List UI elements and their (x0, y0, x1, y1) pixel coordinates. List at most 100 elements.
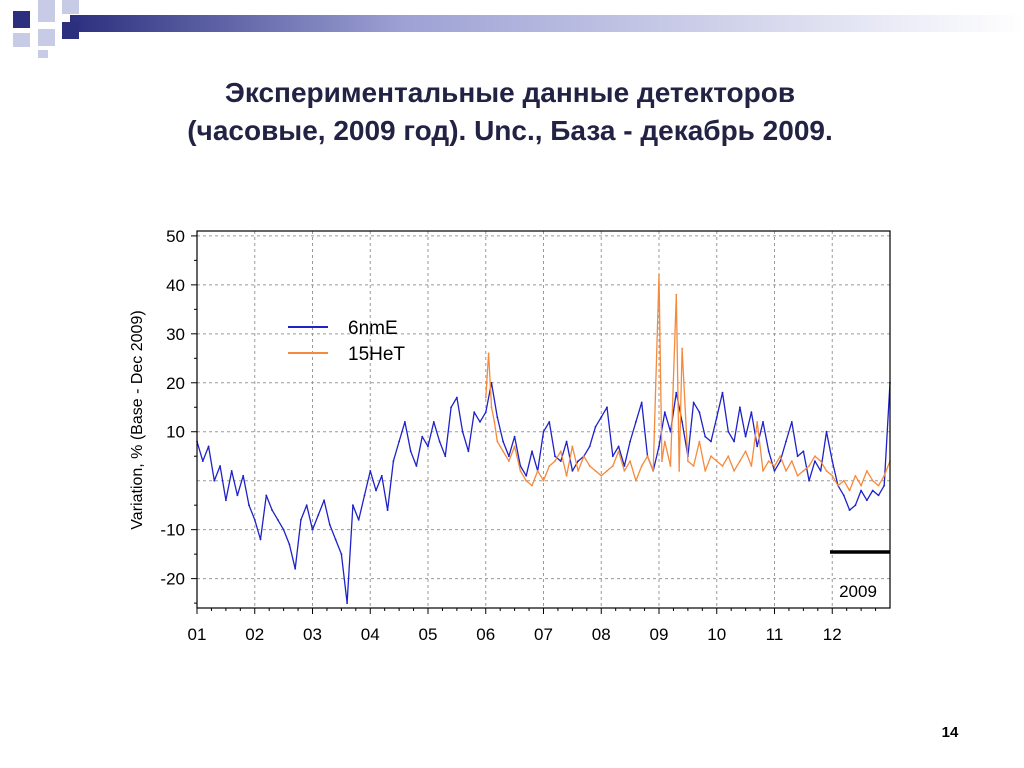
data-point-15HeT (877, 484, 880, 487)
legend-label-6nmE: 6nmE (348, 318, 398, 339)
x-tick-label: 06 (476, 625, 495, 644)
decor-square (38, 29, 55, 46)
data-point-15HeT (710, 455, 712, 458)
y-tick-label: 50 (166, 227, 185, 246)
data-point-6nmE (531, 450, 533, 453)
data-point-6nmE (300, 519, 302, 521)
decor-square (13, 11, 30, 28)
data-point-6nmE (779, 460, 782, 462)
data-point-6nmE (658, 445, 660, 448)
data-point-15HeT (513, 445, 516, 448)
data-point-6nmE (253, 519, 256, 521)
data-point-15HeT (571, 445, 574, 448)
data-point-6nmE (606, 406, 608, 409)
data-point-6nmE (288, 543, 291, 546)
data-point-15HeT (565, 474, 568, 477)
data-point-6nmE (744, 435, 747, 438)
page-number: 14 (941, 724, 959, 741)
data-point-6nmE (502, 440, 504, 443)
data-point-15HeT (837, 484, 839, 487)
data-point-6nmE (236, 494, 239, 497)
data-point-6nmE (808, 479, 810, 482)
data-point-6nmE (207, 445, 210, 448)
data-point-6nmE (513, 435, 516, 438)
data-point-15HeT (502, 450, 504, 453)
data-point-6nmE (877, 494, 880, 497)
chart-tick-labels: 01 02 03 04 05 06 07 08 09 10 11 12 50 40 30 20 10 -10 -20 (160, 227, 841, 644)
data-point-15HeT (525, 479, 528, 482)
chart-legend: 6nmE 15HeT (288, 318, 405, 365)
data-point-6nmE (201, 460, 204, 462)
data-point-6nmE (242, 474, 245, 477)
data-point-15HeT (698, 440, 701, 443)
data-point-6nmE (623, 465, 626, 467)
data-point-15HeT (756, 421, 759, 423)
data-point-6nmE (802, 450, 805, 453)
data-point-6nmE (317, 514, 320, 516)
corner-squares-decoration (0, 0, 80, 60)
data-point-6nmE (282, 528, 285, 531)
data-point-6nmE (750, 411, 753, 414)
slide-title-line-1: Экспериментальные данные детекторов (224, 77, 796, 108)
data-point-6nmE (831, 460, 834, 462)
data-point-6nmE (669, 430, 672, 433)
x-tick-label: 04 (361, 625, 380, 644)
data-point-15HeT (606, 470, 608, 472)
data-point-15HeT (860, 484, 862, 487)
data-point-6nmE (565, 440, 568, 443)
data-point-6nmE (294, 567, 297, 570)
data-point-6nmE (663, 411, 666, 414)
data-point-6nmE (219, 465, 222, 467)
data-point-6nmE (617, 445, 620, 448)
data-point-15HeT (658, 274, 660, 276)
data-point-6nmE (883, 484, 886, 487)
data-point-15HeT (487, 352, 490, 355)
legend-label-15HeT: 15HeT (348, 344, 405, 365)
data-point-6nmE (860, 489, 862, 492)
data-point-15HeT (687, 460, 689, 462)
data-point-6nmE (323, 499, 325, 502)
data-point-15HeT (814, 455, 816, 458)
data-point-6nmE (577, 460, 579, 462)
y-tick-label: 30 (166, 325, 185, 344)
data-point-15HeT (854, 474, 857, 477)
data-point-6nmE (392, 460, 395, 462)
data-point-6nmE (508, 455, 510, 458)
data-point-6nmE (756, 445, 759, 448)
data-point-6nmE (357, 519, 360, 521)
data-point-15HeT (531, 484, 533, 487)
x-tick-label: 05 (419, 625, 438, 644)
data-point-6nmE (427, 445, 429, 448)
chart-grid (197, 231, 890, 608)
data-point-6nmE (375, 489, 377, 492)
data-point-15HeT (508, 460, 510, 462)
data-point-6nmE (611, 455, 614, 458)
data-point-6nmE (467, 450, 470, 453)
data-point-6nmE (594, 425, 597, 428)
x-tick-label: 12 (823, 625, 842, 644)
data-point-6nmE (450, 406, 452, 409)
data-point-6nmE (484, 411, 487, 414)
data-point-15HeT (652, 470, 655, 472)
data-point-6nmE (848, 509, 851, 511)
x-tick-label: 07 (534, 625, 553, 644)
x-tick-label: 11 (766, 625, 784, 644)
data-point-6nmE (675, 391, 678, 394)
data-point-6nmE (715, 416, 718, 418)
data-point-15HeT (542, 479, 545, 482)
x-tick-label: 02 (245, 625, 264, 644)
data-point-6nmE (380, 474, 383, 477)
data-point-6nmE (721, 391, 724, 394)
data-point-6nmE (479, 421, 481, 423)
data-point-15HeT (484, 396, 487, 399)
data-point-15HeT (773, 465, 776, 467)
x-tick-label: 08 (592, 625, 611, 644)
data-point-6nmE (588, 445, 591, 448)
data-point-6nmE (473, 411, 476, 414)
data-point-6nmE (727, 430, 730, 433)
data-point-6nmE (525, 474, 528, 477)
data-point-15HeT (883, 474, 886, 477)
data-point-15HeT (779, 455, 782, 458)
data-point-15HeT (796, 474, 799, 477)
data-point-15HeT (490, 406, 493, 409)
